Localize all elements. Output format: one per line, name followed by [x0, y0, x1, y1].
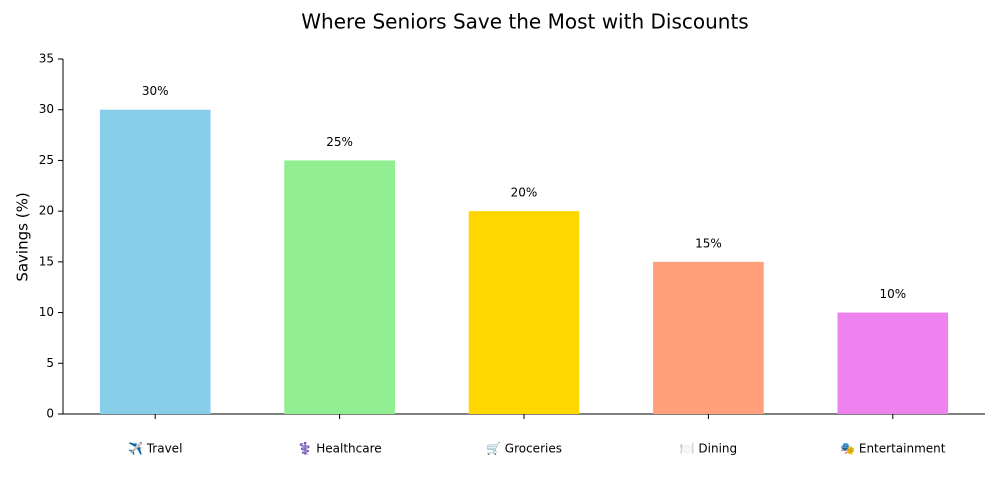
y-tick-label: 35	[39, 52, 54, 66]
y-axis-label: Savings (%)	[14, 192, 32, 281]
y-tick-label: 20	[39, 204, 54, 218]
bar	[837, 312, 949, 414]
chart-title: Where Seniors Save the Most with Discoun…	[301, 10, 748, 34]
y-tick-label: 15	[39, 254, 54, 268]
x-tick-label: ✈️ Travel	[128, 441, 182, 456]
y-tick-label: 30	[39, 102, 54, 116]
y-tick-label: 0	[46, 407, 54, 421]
value-label: 10%	[879, 287, 906, 301]
y-tick-label: 25	[39, 153, 54, 167]
value-label: 30%	[142, 84, 169, 98]
x-tick-label: 🍽️ Dining	[680, 442, 738, 456]
bar	[653, 261, 764, 414]
value-label: 25%	[326, 135, 353, 149]
value-label: 15%	[695, 236, 722, 250]
y-tick-label: 5	[46, 356, 54, 370]
x-tick-label: 🎭 Entertainment	[840, 442, 946, 456]
bar	[468, 211, 580, 414]
x-tick-label: 🛒 Groceries	[486, 442, 562, 456]
x-tick-label: ⚕️ Healthcare	[298, 442, 382, 456]
bar	[284, 160, 395, 414]
bar	[99, 109, 211, 414]
value-label: 20%	[511, 186, 538, 200]
y-tick-label: 10	[39, 305, 54, 319]
